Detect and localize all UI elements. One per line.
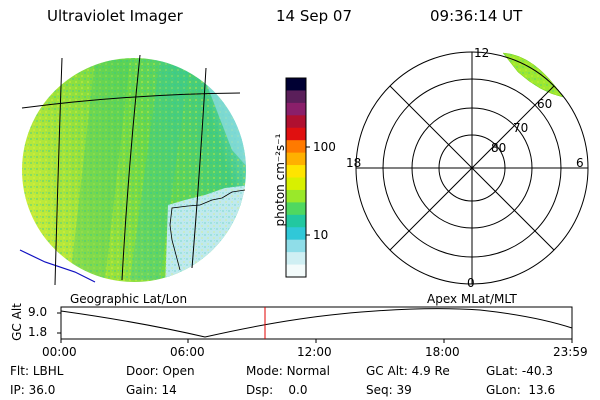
status-gain: Gain: 14 (126, 383, 177, 397)
lat-label-60: 60 (537, 97, 553, 111)
colorbar-cell (286, 115, 306, 129)
colorbar (285, 77, 310, 278)
colorbar-cell (286, 264, 306, 278)
orbit-xtick-0600: 06:00 (170, 345, 205, 359)
orbit-ytick-9: 9.0 (28, 305, 48, 319)
geo-disk-image (19, 54, 246, 286)
status-dsp: Dsp: 0.0 (246, 383, 308, 397)
status-door: Door: Open (126, 364, 195, 378)
geo-panel-label: Geographic Lat/Lon (70, 292, 188, 306)
lat-label-70: 70 (513, 121, 529, 135)
colorbar-cell (286, 102, 306, 116)
colorbar-unit-label: photon cm⁻²s⁻¹ (273, 133, 287, 227)
orbit-xtick-2359: 23:59 (553, 345, 588, 359)
status-flt: Flt: LBHL (10, 364, 64, 378)
status-ip: IP: 36.0 (10, 383, 56, 397)
orbit-altitude-curve (60, 308, 573, 338)
mlt-label-12: 12 (474, 46, 490, 60)
colorbar-cell (286, 239, 306, 253)
colorbar-cell (286, 78, 306, 91)
colorbar-cell (286, 214, 306, 228)
colorbar-tick-10: 10 (313, 228, 329, 242)
colorbar-cell (286, 202, 306, 216)
colorbar-cell (286, 140, 306, 154)
colorbar-cell (286, 165, 306, 178)
lat-label-80: 80 (491, 141, 507, 155)
colorbar-cell (286, 152, 306, 166)
status-glon: GLon: 13.6 (486, 383, 556, 397)
colorbar-tick-100: 100 (313, 140, 336, 154)
colorbar-cell (286, 189, 306, 203)
status-seq: Seq: 39 (366, 383, 412, 397)
colorbar-cell (286, 177, 306, 191)
orbit-ylabel: GC Alt (10, 303, 24, 341)
orbit-ytick-1-8: 1.8 (28, 325, 48, 339)
orbit-xtick-1800: 18:00 (425, 345, 460, 359)
colorbar-cell (286, 227, 306, 241)
polar-panel-label: Apex MLat/MLT (427, 292, 517, 306)
orbit-xtick-1200: 12:00 (297, 345, 332, 359)
orbit-plot (57, 306, 573, 343)
colorbar-cell (286, 90, 306, 104)
status-glat: GLat: -40.3 (486, 364, 553, 378)
colorbar-cell (286, 252, 306, 266)
mlt-label-0: 0 (467, 276, 475, 290)
observation-date: 14 Sep 07 (276, 7, 352, 25)
status-mode: Mode: Normal (246, 364, 330, 378)
status-gc-alt: GC Alt: 4.9 Re (366, 364, 450, 378)
colorbar-cell (286, 127, 306, 141)
polar-plot (355, 51, 589, 285)
observation-time: 09:36:14 UT (430, 7, 523, 25)
instrument-title: Ultraviolet Imager (47, 7, 183, 25)
mlt-label-6: 6 (576, 156, 584, 170)
orbit-xtick-0000: 00:00 (42, 345, 77, 359)
mlt-label-18: 18 (346, 156, 362, 170)
